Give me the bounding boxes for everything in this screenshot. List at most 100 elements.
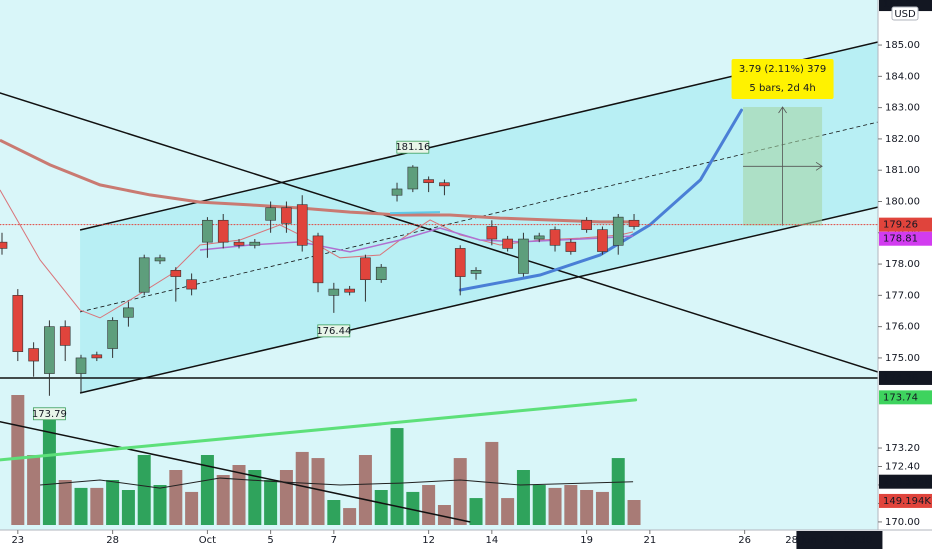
- candle-body: [423, 179, 434, 184]
- price-label: 179.26: [883, 220, 918, 231]
- price-label-box: [879, 231, 932, 246]
- candle-body: [565, 241, 577, 252]
- candle-body: [233, 241, 245, 246]
- x-tick-label: Oct: [199, 535, 216, 546]
- volume-bar: [11, 395, 25, 525]
- candle-body: [154, 257, 166, 262]
- candle-body: [407, 166, 419, 190]
- candle-body: [360, 257, 371, 281]
- trend-line: [458, 108, 743, 292]
- volume-bar: [548, 487, 562, 525]
- x-tick-label: 28: [106, 535, 119, 546]
- candle-body: [217, 219, 229, 243]
- x-tick-label: 12: [422, 535, 435, 546]
- volume-bar: [501, 498, 515, 525]
- candle-body: [612, 216, 624, 246]
- volume-bar: [390, 428, 404, 525]
- candle-body: [518, 238, 529, 274]
- measure-label: 3.79 (2.11%) 379: [739, 64, 826, 75]
- x-tick-label: 5: [267, 535, 273, 546]
- price-label: 186.31: [883, 0, 918, 10]
- volume-bar: [516, 470, 530, 525]
- price-label: 149.194K: [883, 496, 931, 507]
- x-tick-label: 26: [738, 535, 751, 546]
- volume-bar: [58, 480, 72, 525]
- y-tick-label: 177.00: [885, 290, 920, 301]
- crosshair-label-box: [796, 531, 883, 549]
- channel-line: [79, 121, 878, 313]
- volume-bar: [106, 480, 120, 525]
- volume-bar: [232, 465, 246, 525]
- y-tick-label: 176.00: [885, 322, 920, 333]
- candle-body: [454, 248, 466, 277]
- volume-bar: [406, 491, 420, 525]
- volume-bar: [137, 455, 151, 525]
- trend-line: [0, 421, 471, 523]
- volume-bar: [279, 470, 293, 525]
- candle-body: [44, 326, 55, 374]
- candle-body: [597, 229, 608, 252]
- measure-arrowhead: [778, 106, 823, 171]
- price-label-box: [879, 0, 932, 12]
- candle-body: [202, 219, 213, 243]
- y-tick-label: 184.00: [885, 71, 920, 82]
- candle-body: [28, 348, 39, 362]
- volume-bar: [248, 470, 262, 525]
- candle-body: [107, 320, 118, 349]
- currency-box: [891, 6, 919, 21]
- candle-body: [470, 270, 482, 274]
- volume-bar: [27, 455, 41, 525]
- candle-body: [12, 295, 24, 352]
- indicator-line: [0, 138, 634, 224]
- volume-bar: [422, 485, 436, 525]
- candle-body: [439, 182, 450, 187]
- volume-bar: [90, 487, 104, 525]
- price-annotation: 173.79: [32, 409, 67, 420]
- price-label: 174.36: [883, 373, 918, 384]
- indicator-line: [199, 227, 634, 253]
- candle-body: [186, 279, 197, 290]
- candle-body: [170, 270, 182, 277]
- y-tick-label: 178.00: [885, 259, 920, 270]
- plot: 3.79 (2.11%) 379 5 bars, 2d 4h 181.16 176.4…: [0, 41, 878, 525]
- volume-bar: [200, 455, 214, 525]
- candle-body: [123, 307, 134, 318]
- volume-bar: [264, 480, 278, 525]
- price-label-box: [879, 217, 932, 232]
- candle-body: [581, 219, 592, 230]
- volume-bar: [611, 458, 625, 525]
- volume-bar: [580, 490, 594, 525]
- indicator-line: [40, 477, 634, 489]
- volume-bar: [153, 485, 167, 525]
- volume-bar: [564, 485, 578, 525]
- volume-bar: [374, 490, 388, 525]
- volume-bar: [169, 470, 183, 525]
- candle-body: [549, 229, 561, 246]
- volume-bar: [453, 458, 467, 525]
- y-tick-label: 182.00: [885, 134, 920, 145]
- channel-line: [79, 206, 878, 394]
- candle-body: [75, 357, 87, 374]
- price-annotation-box: [396, 140, 430, 154]
- candle-body: [265, 207, 276, 221]
- x-tick-label: 19: [580, 535, 593, 546]
- candle-body: [138, 257, 150, 293]
- volume-bar: [485, 441, 499, 525]
- x-tick-label: 14: [485, 535, 498, 546]
- candle-body: [486, 226, 498, 240]
- price-annotation: 181.16: [395, 142, 430, 153]
- candle-body: [502, 238, 513, 249]
- volume-bar: [216, 475, 230, 525]
- y-tick-label: 172.40: [885, 461, 920, 472]
- candle-body: [281, 207, 292, 224]
- candle-body: [391, 188, 403, 196]
- candle-body: [628, 219, 640, 227]
- y-tick-label: 183.00: [885, 103, 920, 114]
- price-annotation-box: [317, 324, 351, 338]
- volume-bar: [437, 505, 451, 525]
- volume-bar: [595, 491, 609, 525]
- y-tick-label: 175.00: [885, 353, 920, 364]
- y-tick-label: 173.20: [885, 443, 920, 454]
- volume-bar: [469, 498, 483, 525]
